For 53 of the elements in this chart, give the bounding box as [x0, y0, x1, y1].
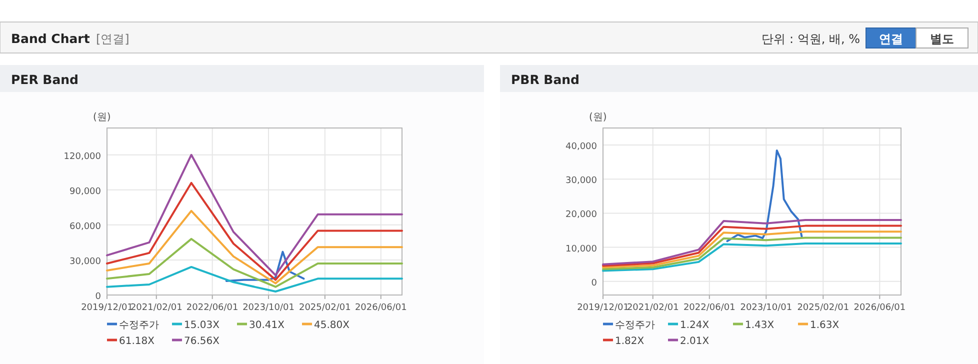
y-tick-label: 0 [591, 278, 598, 288]
legend-label: 1.43X [745, 320, 774, 331]
y-tick-label: 30,000 [566, 176, 598, 186]
line-series [106, 210, 403, 284]
legend-label: 76.56X [184, 336, 220, 347]
legend-label: 45.80X [314, 320, 350, 331]
x-tick-label: 2019/12/01 [81, 303, 133, 313]
legend-label: 수정주가 [615, 320, 655, 331]
line-series [106, 154, 403, 276]
y-tick-label: 0 [95, 292, 102, 302]
line-series [106, 238, 403, 288]
legend-label: 1.82X [615, 336, 644, 347]
line-series [602, 236, 902, 270]
x-tick-label: 2026/06/01 [854, 303, 906, 313]
y-tick-label: 60,000 [70, 222, 102, 232]
legend-label: 1.63X [810, 320, 840, 331]
y-tick-label: 20,000 [566, 210, 598, 220]
legend-label: 61.18X [119, 336, 155, 347]
text: 단위 : 억원, 배, % [762, 32, 860, 46]
x-tick-label: 2021/02/01 [130, 303, 182, 313]
x-tick-label: 2025/02/01 [298, 303, 351, 313]
y-tick-label: 30,000 [70, 256, 102, 267]
line-series [726, 149, 803, 242]
x-tick-label: 2019/12/01 [577, 303, 629, 313]
line-series [106, 266, 403, 292]
x-tick-label: 2022/06/01 [186, 303, 238, 313]
y-axis-title: (원) [589, 112, 607, 123]
legend-label: 30.41X [249, 320, 285, 331]
x-tick-label: 2021/02/01 [626, 303, 679, 313]
x-tick-label: 2025/02/01 [797, 303, 850, 313]
line-series [225, 250, 305, 282]
x-tick-label: 2023/10/01 [242, 303, 294, 313]
line-series [602, 242, 902, 272]
legend-label: 15.03X [184, 320, 220, 331]
text: Band Chart [11, 31, 90, 46]
y-axis-title: (원) [93, 112, 111, 123]
x-tick-label: 2022/06/01 [683, 303, 736, 313]
chart-title: PER Band [11, 72, 78, 87]
y-tick-label: 90,000 [70, 186, 102, 197]
legend-label: 수정주가 [119, 320, 159, 331]
chart-title: PBR Band [511, 72, 580, 87]
y-tick-label: 40,000 [566, 142, 598, 152]
line-series [602, 230, 902, 268]
y-tick-label: 10,000 [566, 244, 598, 254]
text: 연결 [879, 32, 903, 46]
text: [연결] [96, 32, 130, 46]
y-tick-label: 120,000 [64, 152, 102, 162]
x-tick-label: 2026/06/01 [354, 303, 407, 313]
legend-label: 2.01X [680, 336, 710, 347]
text: 별도 [930, 32, 954, 46]
legend-label: 1.24X [680, 320, 710, 331]
x-tick-label: 2023/10/01 [740, 303, 792, 313]
line-series [106, 182, 403, 281]
